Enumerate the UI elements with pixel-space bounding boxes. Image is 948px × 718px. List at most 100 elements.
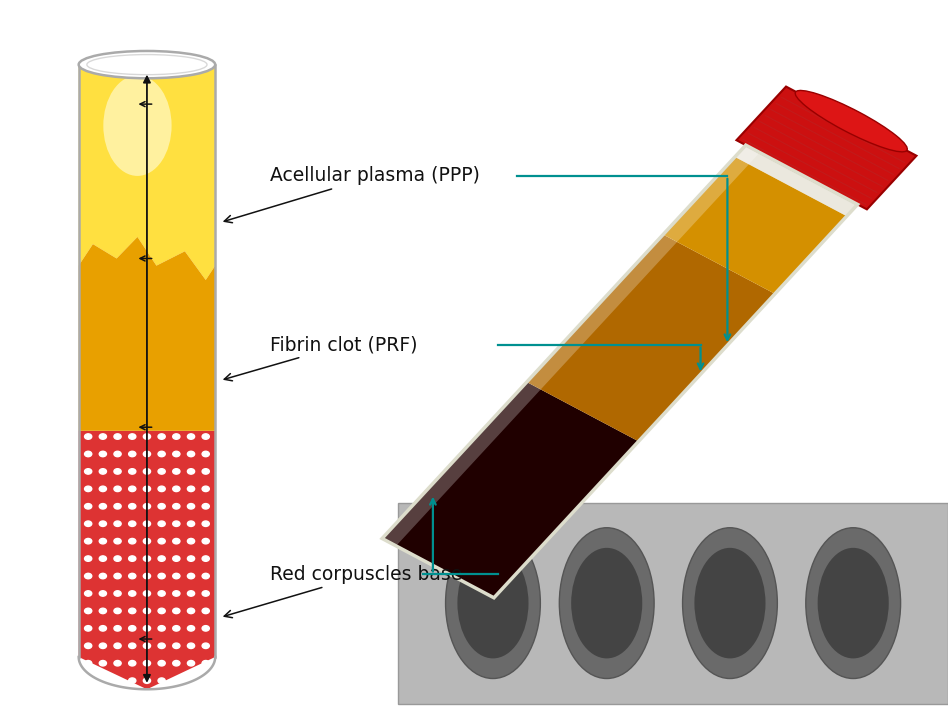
Circle shape <box>188 573 194 579</box>
Ellipse shape <box>457 548 529 658</box>
Polygon shape <box>527 235 775 442</box>
Circle shape <box>173 661 180 666</box>
Circle shape <box>188 486 194 492</box>
Circle shape <box>100 661 106 666</box>
Circle shape <box>143 521 151 526</box>
Circle shape <box>173 434 180 439</box>
Circle shape <box>114 521 121 526</box>
Circle shape <box>173 573 180 579</box>
Polygon shape <box>737 87 917 210</box>
Circle shape <box>158 591 165 596</box>
Circle shape <box>188 451 194 457</box>
Circle shape <box>202 643 210 648</box>
Polygon shape <box>382 382 639 598</box>
Ellipse shape <box>806 528 901 679</box>
Circle shape <box>129 573 136 579</box>
Circle shape <box>188 661 194 666</box>
Circle shape <box>129 538 136 544</box>
Circle shape <box>143 608 151 614</box>
Circle shape <box>158 521 165 526</box>
Circle shape <box>202 538 210 544</box>
Circle shape <box>84 625 92 631</box>
Circle shape <box>173 503 180 509</box>
Circle shape <box>84 608 92 614</box>
Circle shape <box>100 556 106 561</box>
Circle shape <box>158 486 165 492</box>
Circle shape <box>129 661 136 666</box>
Circle shape <box>173 556 180 561</box>
Circle shape <box>100 643 106 648</box>
Polygon shape <box>79 65 215 280</box>
Circle shape <box>202 521 210 526</box>
Circle shape <box>129 521 136 526</box>
Circle shape <box>100 591 106 596</box>
Circle shape <box>129 469 136 474</box>
Circle shape <box>129 643 136 648</box>
Circle shape <box>143 678 151 684</box>
Circle shape <box>202 469 210 474</box>
Polygon shape <box>663 157 847 294</box>
Text: Red corpuscles base: Red corpuscles base <box>225 565 463 617</box>
Circle shape <box>143 486 151 492</box>
Circle shape <box>143 434 151 439</box>
Circle shape <box>129 486 136 492</box>
Circle shape <box>143 538 151 544</box>
Circle shape <box>173 591 180 596</box>
Circle shape <box>84 503 92 509</box>
Circle shape <box>202 608 210 614</box>
Circle shape <box>129 625 136 631</box>
Circle shape <box>143 625 151 631</box>
Circle shape <box>100 451 106 457</box>
Circle shape <box>114 643 121 648</box>
Circle shape <box>173 678 180 684</box>
Circle shape <box>158 503 165 509</box>
Circle shape <box>188 625 194 631</box>
Circle shape <box>143 451 151 457</box>
Circle shape <box>202 591 210 596</box>
Circle shape <box>202 556 210 561</box>
Circle shape <box>114 591 121 596</box>
Circle shape <box>114 608 121 614</box>
Circle shape <box>202 661 210 666</box>
Circle shape <box>188 469 194 474</box>
Circle shape <box>158 573 165 579</box>
Circle shape <box>143 469 151 474</box>
Circle shape <box>158 469 165 474</box>
Circle shape <box>84 591 92 596</box>
Circle shape <box>114 538 121 544</box>
Circle shape <box>188 608 194 614</box>
Ellipse shape <box>446 528 540 679</box>
Circle shape <box>129 608 136 614</box>
Circle shape <box>129 591 136 596</box>
Ellipse shape <box>694 548 765 658</box>
Circle shape <box>173 538 180 544</box>
Ellipse shape <box>817 548 888 658</box>
Circle shape <box>129 503 136 509</box>
Ellipse shape <box>571 548 642 658</box>
Circle shape <box>158 556 165 561</box>
Text: Fibrin clot (PRF): Fibrin clot (PRF) <box>225 335 418 381</box>
Circle shape <box>143 643 151 648</box>
Circle shape <box>202 625 210 631</box>
Text: Acellular plasma (PPP): Acellular plasma (PPP) <box>225 167 480 223</box>
Circle shape <box>84 573 92 579</box>
Circle shape <box>202 451 210 457</box>
Circle shape <box>173 643 180 648</box>
Circle shape <box>143 556 151 561</box>
Circle shape <box>114 486 121 492</box>
Circle shape <box>158 434 165 439</box>
Circle shape <box>100 573 106 579</box>
Circle shape <box>84 486 92 492</box>
Circle shape <box>129 556 136 561</box>
Circle shape <box>114 556 121 561</box>
Circle shape <box>84 678 92 684</box>
Circle shape <box>188 538 194 544</box>
Circle shape <box>202 573 210 579</box>
Circle shape <box>188 591 194 596</box>
Circle shape <box>84 521 92 526</box>
Ellipse shape <box>683 528 777 679</box>
Circle shape <box>158 451 165 457</box>
Circle shape <box>188 521 194 526</box>
Ellipse shape <box>103 75 172 176</box>
Circle shape <box>202 678 210 684</box>
